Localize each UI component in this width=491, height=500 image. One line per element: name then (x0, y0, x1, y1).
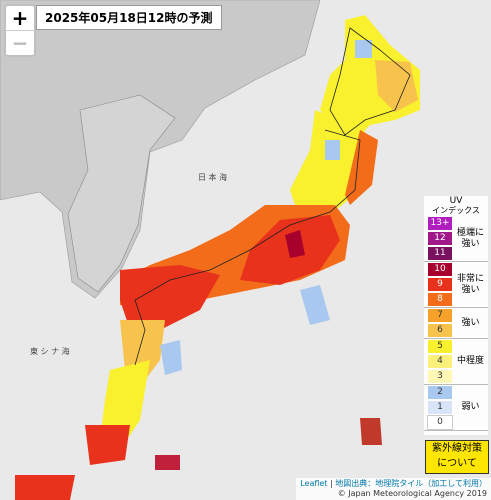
legend-group: 2 1 0 弱い (424, 385, 488, 431)
legend-group: 5 4 3 中程度 (424, 339, 488, 385)
legend-title: UV (449, 196, 463, 206)
uv-region (325, 140, 340, 160)
button-line: 紫外線対策 (432, 443, 482, 454)
attribution: Leaflet | 地図出典：地理院タイル（加工して利用） © Japan Me… (296, 478, 491, 500)
legend-group-label: 弱い (461, 402, 480, 412)
zoom-out[interactable]: − (6, 30, 34, 55)
legend-group: 7 6 強い (424, 308, 488, 339)
legend-level: 2 (427, 385, 453, 400)
legend-level: 1 (427, 400, 453, 415)
legend-group-label: 極端に強い (456, 227, 484, 249)
korea (67, 94, 176, 293)
legend-level: 9 (427, 277, 453, 292)
legend-group: 10 9 8 非常に強い (424, 262, 488, 308)
uv-region (120, 265, 220, 330)
legend-cells: 13+ 12 11 (427, 216, 453, 261)
uv-region (360, 418, 382, 445)
legend-level: 11 (427, 246, 453, 261)
legend-cells: 10 9 8 (427, 262, 453, 307)
uv-info-button[interactable]: 紫外線対策 について (425, 440, 489, 474)
uv-region (85, 425, 130, 465)
legend-level: 5 (427, 339, 453, 354)
coastline (134, 27, 411, 366)
legend-level: 6 (427, 323, 453, 338)
legend-level: 7 (427, 308, 453, 323)
legend-group-label: 中程度 (456, 356, 484, 366)
attribution-line: Leaflet | 地図出典：地理院タイル（加工して利用） (300, 479, 487, 488)
uv-region (345, 130, 378, 205)
sea-label: 東 シ ナ 海 (30, 346, 70, 356)
legend-group-label: 非常に強い (456, 273, 484, 295)
legend-level: 0 (427, 415, 453, 430)
button-line: について (437, 458, 477, 469)
legend-level: 10 (427, 262, 453, 277)
legend: UV インデックス 13+ 12 11 極端に強い 10 9 8 非常に強い 7 6 強い 5 4 3 中程… (424, 196, 488, 435)
sea-label: 日 本 海 (198, 172, 227, 182)
zoom-in[interactable]: + (11, 6, 29, 30)
legend-group-label: 強い (461, 317, 480, 328)
uv-region (160, 340, 182, 375)
legend-level: 8 (427, 292, 453, 307)
forecast-title: 2025年05月18日12時の予測 (36, 5, 222, 30)
legend-level: 3 (427, 369, 453, 384)
legend-header: UV インデックス (424, 196, 488, 216)
zoom-control: + − (4, 4, 36, 57)
source-link[interactable]: 地図出典：地理院タイル（加工して利用） (335, 479, 487, 488)
copyright: © Japan Meteorological Agency 2019 (337, 489, 487, 498)
uv-region (155, 455, 180, 470)
uv-region (355, 40, 372, 58)
uv-region (300, 285, 330, 325)
uv-region (15, 475, 75, 500)
legend-subtitle: インデックス (432, 206, 480, 215)
legend-group: 13+ 12 11 極端に強い (424, 216, 488, 262)
leaflet-link[interactable]: Leaflet (300, 479, 328, 488)
legend-level: 4 (427, 354, 453, 369)
legend-level: 13+ (427, 216, 453, 231)
uv-region (285, 230, 305, 258)
legend-level: 12 (427, 231, 453, 246)
